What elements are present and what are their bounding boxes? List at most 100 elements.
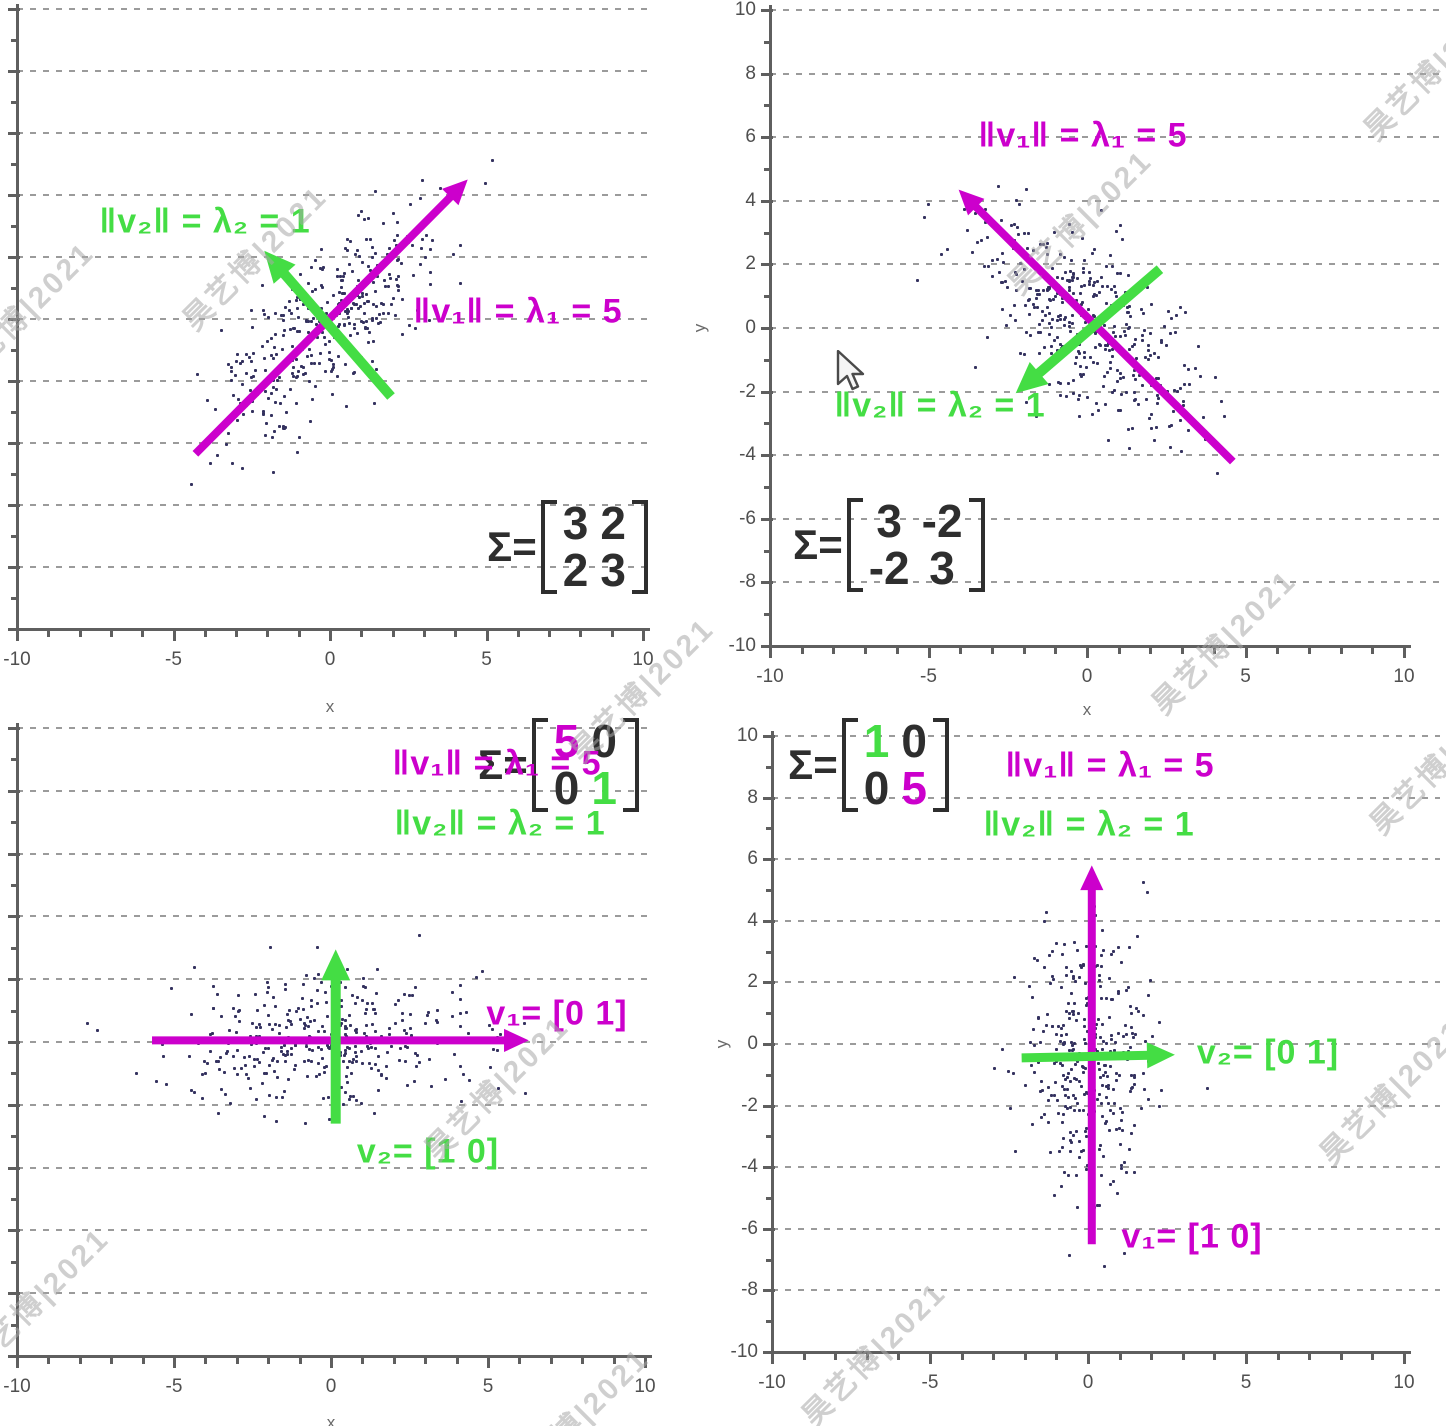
y-tick: [763, 1289, 775, 1293]
y-tick: [8, 915, 20, 919]
scatter-point: [1082, 270, 1086, 274]
scatter-point: [296, 295, 300, 299]
scatter-point: [1073, 1062, 1077, 1066]
scatter-point: [1078, 964, 1082, 967]
scatter-point: [1116, 990, 1120, 994]
scatter-point: [371, 318, 375, 322]
scatter-point: [309, 1020, 313, 1024]
matrix-cell: 0: [863, 761, 890, 814]
scatter-point: [1110, 355, 1114, 359]
scatter-point: [963, 208, 967, 212]
scatter-point: [373, 252, 377, 256]
scatter-point: [1052, 297, 1056, 301]
scatter-point: [345, 1081, 349, 1085]
scatter-point: [1183, 310, 1187, 314]
matrix-cell: 5: [901, 761, 927, 814]
scatter-point: [341, 1102, 345, 1106]
scatter-point: [324, 991, 328, 995]
scatter-point: [400, 297, 404, 301]
y-tick: [11, 473, 18, 476]
scatter-point: [382, 303, 386, 307]
scatter-point: [1017, 232, 1021, 236]
gridline-y6: [17, 852, 653, 855]
y-tick: [11, 411, 18, 414]
scatter-point: [1014, 272, 1018, 276]
scatter-point: [413, 327, 417, 331]
y-tick: [8, 256, 20, 259]
scatter-point: [1021, 279, 1025, 283]
y-tick-label: -6: [739, 507, 756, 529]
x-tick: [78, 1357, 82, 1364]
scatter-point: [1164, 344, 1168, 348]
scatter-point: [467, 1078, 471, 1082]
y-axis-label: y: [712, 1039, 731, 1049]
scatter-point: [1174, 331, 1178, 335]
x-tick: [518, 1357, 522, 1364]
scatter-point: [327, 1045, 330, 1049]
y-tick: [8, 628, 20, 631]
scatter-point: [1046, 286, 1050, 290]
scatter-point: [305, 1074, 309, 1078]
scatter-point: [306, 1024, 310, 1028]
scatter-point: [1043, 1113, 1047, 1117]
scatter-point: [304, 1122, 308, 1126]
scatter-point: [1049, 298, 1053, 302]
scatter-point: [379, 301, 383, 305]
scatter-point: [337, 354, 341, 358]
sigma-label: Σ=: [788, 740, 838, 788]
scatter-point: [377, 322, 381, 326]
scatter-point: [329, 1046, 333, 1050]
scatter-point: [1087, 271, 1091, 275]
scatter-point: [1106, 342, 1110, 346]
scatter-point: [1048, 981, 1052, 985]
y-tick: [761, 263, 773, 267]
scatter-point: [1093, 248, 1097, 252]
scatter-point: [367, 300, 371, 304]
scatter-point: [1070, 1040, 1074, 1044]
scatter-point: [991, 275, 995, 279]
gridline-y4: [17, 915, 653, 918]
scatter-point: [1158, 1021, 1161, 1025]
scatter-point: [1078, 1109, 1082, 1113]
gridline-y10: [770, 9, 1440, 11]
scatter-point: [1119, 372, 1123, 375]
x-tick: [771, 1353, 774, 1364]
scatter-point: [335, 267, 339, 271]
scatter-point: [332, 294, 336, 298]
scatter-point: [1079, 374, 1083, 378]
scatter-point: [1069, 991, 1073, 995]
y-tick-label: -10: [730, 1341, 758, 1362]
y-tick: [763, 1104, 775, 1108]
y-tick: [763, 919, 775, 923]
scatter-point: [256, 1057, 260, 1061]
y-tick-label: 10: [736, 725, 758, 746]
y-axis-label: y: [690, 323, 709, 333]
scatter-point: [1072, 1109, 1076, 1113]
covariance-matrix: Σ= 3 2 2 3: [487, 500, 648, 594]
scatter-point: [305, 354, 309, 358]
gridline-y-6: [17, 504, 651, 506]
scatter-point: [282, 1089, 286, 1093]
gridline-y-2: [770, 390, 1440, 393]
matrix-cell: 5: [553, 715, 580, 767]
scatter-point: [224, 443, 228, 447]
scatter-point: [1085, 1135, 1089, 1139]
scatter-point: [236, 352, 240, 356]
y-tick: [763, 1227, 775, 1231]
y-tick: [8, 1166, 20, 1170]
y-tick-label: -8: [739, 571, 756, 593]
scatter-point: [1183, 383, 1187, 387]
scatter-point: [231, 1007, 235, 1011]
scatter-point: [367, 1061, 371, 1065]
scatter-point: [366, 217, 370, 221]
scatter-point: [1119, 961, 1123, 965]
scatter-point: [346, 248, 350, 252]
scatter-point: [366, 326, 370, 330]
scatter-point: [1101, 1114, 1105, 1118]
scatter-point: [1076, 349, 1080, 353]
scatter-point: [298, 1018, 302, 1022]
scatter-point: [215, 992, 219, 996]
scatter-point: [325, 1065, 329, 1069]
scatter-point: [273, 311, 277, 315]
